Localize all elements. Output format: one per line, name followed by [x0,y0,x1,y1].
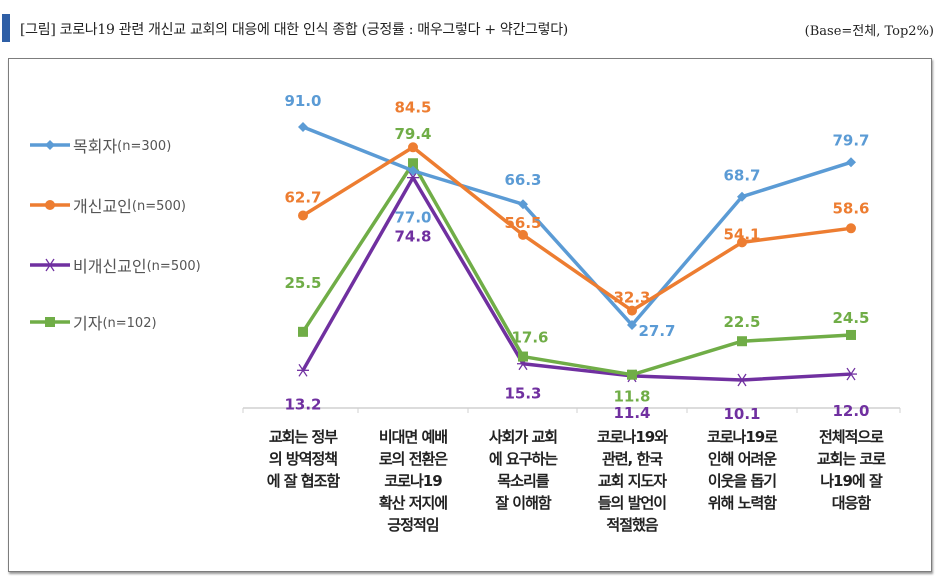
data-point [846,329,856,340]
data-label: 25.5 [284,274,321,292]
data-label: 22.5 [723,313,760,331]
data-point [408,158,418,169]
data-label: 77.0 [394,209,431,227]
series-line [302,125,852,327]
x-tick-label: 비대면 예배 로의 전환은 코로나19 확산 저지에 긍정적임 [378,428,448,534]
data-label: 10.1 [723,405,760,423]
star-stroke [408,171,418,184]
data-label: 17.6 [511,329,548,347]
legend-label: 기자 [73,314,103,333]
title-accent-bar [2,14,10,42]
x-tick-label: 코로나19로 인해 어려운 이웃을 돕기 위해 노력함 [706,428,778,512]
data-point [736,373,748,387]
chart-title: [그림] 코로나19 관련 개신교 교회의 대응에 대한 인식 종합 (긍정률 … [20,22,568,38]
legend-item: 목회자 (n=300) [30,135,172,156]
data-label: 79.7 [832,131,869,149]
data-point [518,351,528,362]
data-point [627,369,637,380]
chart-frame [8,58,932,572]
series-line [301,161,852,377]
legend-marker [45,200,55,210]
series-1 [298,121,856,330]
legend-sample-size: (n=300) [117,139,172,154]
legend-label: 목회자 [73,137,118,156]
legend-diamond-icon [30,140,70,150]
legend-sample-size: (n=500) [146,259,201,274]
data-point [298,326,308,337]
data-point [407,171,419,184]
legend-label: 비개신교인 [73,257,147,276]
data-point [845,367,857,381]
legend-marker [44,258,56,272]
series-3 [297,171,857,387]
star-stroke [737,373,747,387]
x-tick-label: 전체적으로 교회는 코로 나19에 잘 대응함 [816,428,886,512]
x-tick-label: 사회가 교회 에 요구하는 목소리를 잘 이해함 [488,428,558,512]
data-label: 15.3 [504,385,541,403]
data-point [518,229,528,240]
legend-item: 비개신교인 (n=500) [30,255,201,276]
data-point [846,223,856,234]
star-stroke [846,367,856,381]
data-label: 11.8 [613,388,650,406]
base-note: (Base=전체, Top2%) [804,24,934,39]
data-point [298,121,308,132]
star-stroke [45,258,55,272]
legend-label: 개신교인 [73,197,132,216]
data-label: 74.8 [394,228,431,246]
series-line [302,145,852,313]
legend-square-icon [30,317,70,327]
data-point [297,363,309,377]
legend-item: 개신교인 (n=500) [30,195,186,216]
x-tick-label: 코로나19와 관련, 한국 교회 지도자 들의 발언이 적절했음 [596,428,668,534]
data-label: 68.7 [723,167,760,185]
data-point [737,336,747,347]
legend-sample-size: (n=102) [102,316,157,331]
data-label: 27.7 [638,322,675,340]
data-label: 12.0 [832,402,869,420]
data-label: 91.0 [284,92,321,110]
data-point [298,210,308,221]
data-point [408,165,418,176]
data-label: 66.3 [504,171,541,189]
legend-marker [45,317,55,327]
data-label: 56.5 [504,214,541,232]
data-label: 24.5 [832,309,869,327]
legend-item: 기자 (n=102) [30,312,157,333]
data-point [737,191,747,202]
legend-marker [45,140,55,150]
legend-star-icon [30,258,70,272]
star-stroke [298,363,308,377]
x-tick-label: 교회는 정부 의 방역정책 에 잘 협조함 [266,428,340,490]
series-line [301,175,852,382]
series-2 [298,142,856,316]
data-point [846,157,856,168]
data-label: 62.7 [284,188,321,206]
legend-circle-icon [30,200,70,210]
data-point [627,305,637,316]
series-4 [298,158,856,380]
data-point [408,142,418,153]
figure-header: [그림] 코로나19 관련 개신교 교회의 대응에 대한 인식 종합 (긍정률 … [0,14,940,44]
data-label: 11.4 [613,404,650,422]
data-label: 79.4 [394,125,431,143]
data-point [737,237,747,248]
data-label: 54.1 [723,225,760,243]
data-point [518,199,528,210]
data-label: 58.6 [832,199,869,217]
legend-sample-size: (n=500) [131,199,186,214]
data-label: 13.2 [284,395,321,413]
data-label: 32.3 [613,289,650,307]
data-point [627,319,637,330]
data-label: 84.5 [394,98,431,116]
